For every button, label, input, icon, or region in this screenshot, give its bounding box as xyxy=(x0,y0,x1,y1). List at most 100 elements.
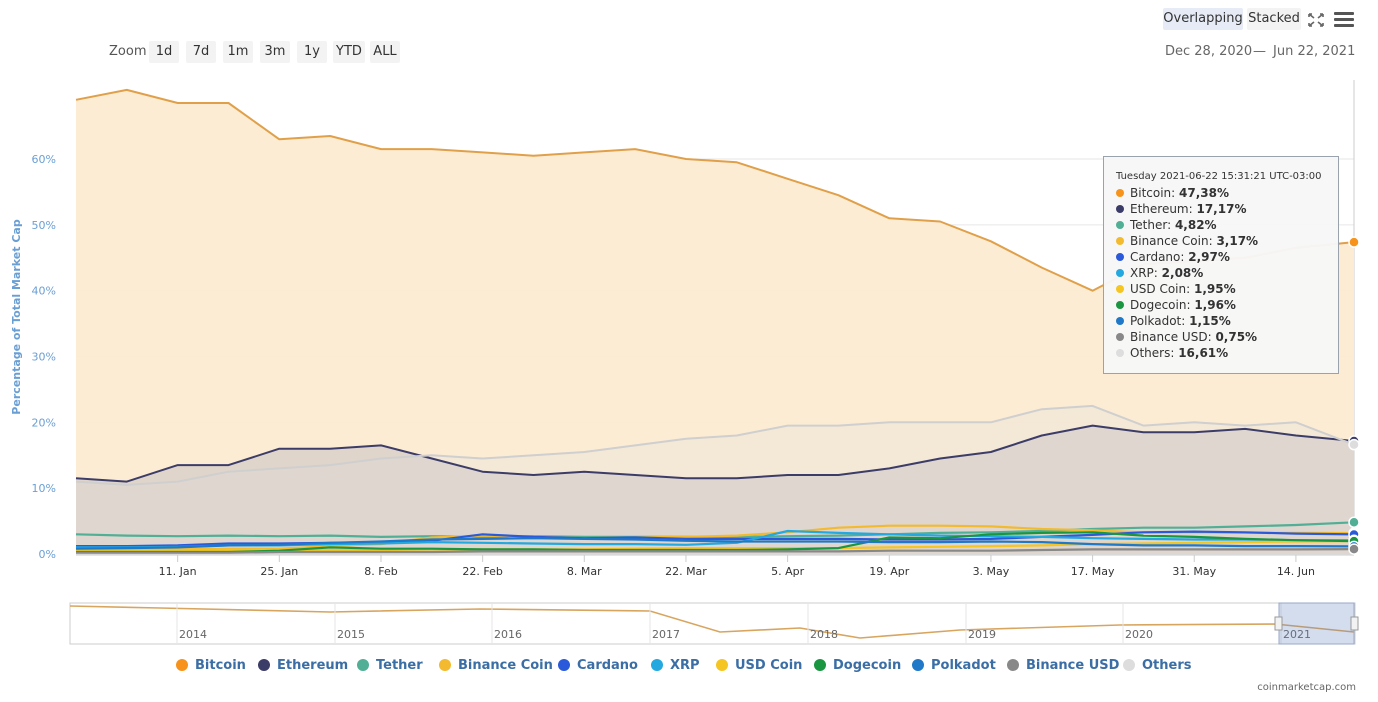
zoom-all-button[interactable]: ALL xyxy=(370,41,400,63)
x-tick-label: 22. Feb xyxy=(462,565,502,578)
x-tick-label: 17. May xyxy=(1071,565,1115,578)
navigator-selection[interactable] xyxy=(1278,602,1355,645)
series-area-others xyxy=(76,405,1354,554)
navigator-year-label: 2015 xyxy=(337,628,365,641)
legend-dot xyxy=(716,659,728,671)
legend-dot xyxy=(558,659,570,671)
legend-item-binance-usd[interactable]: Binance USD xyxy=(1007,656,1119,676)
tooltip-row: Others: 16,61% xyxy=(1116,345,1326,361)
range-to[interactable]: Jun 22, 2021 xyxy=(1273,44,1356,59)
tooltip-dot xyxy=(1116,205,1124,213)
tooltip-series-value: 47,38% xyxy=(1179,186,1229,200)
legend-item-ethereum[interactable]: Ethereum xyxy=(258,656,348,676)
navigator-handle-left[interactable] xyxy=(1274,616,1283,631)
tooltip-row: Polkadot: 1,15% xyxy=(1116,313,1326,329)
tooltip-header: Tuesday 2021-06-22 15:31:21 UTC-03:00 xyxy=(1116,171,1322,182)
tooltip-dot xyxy=(1116,189,1124,197)
zoom-1d-button[interactable]: 1d xyxy=(149,41,179,63)
tooltip-series-value: 1,96% xyxy=(1194,298,1236,312)
legend-dot xyxy=(176,659,188,671)
tooltip-row: Binance USD: 0,75% xyxy=(1116,329,1326,345)
navigator-year-label: 2021 xyxy=(1283,628,1311,641)
x-tick-label: 8. Feb xyxy=(364,565,397,578)
tooltip-series-value: 0,75% xyxy=(1215,330,1258,344)
tooltip-series-value: 3,17% xyxy=(1216,234,1259,248)
legend-dot xyxy=(357,659,369,671)
x-tick-label: 31. May xyxy=(1172,565,1216,578)
tooltip-series-value: 1,15% xyxy=(1189,314,1231,328)
range-from[interactable]: Dec 28, 2020 xyxy=(1165,44,1253,59)
expand-icon[interactable] xyxy=(1307,12,1325,28)
hamburger-menu-icon[interactable] xyxy=(1334,12,1354,28)
navigator-frame xyxy=(69,602,1356,645)
navigator-series xyxy=(69,605,1355,639)
legend-item-cardano[interactable]: Cardano xyxy=(558,656,638,676)
tooltip-dot xyxy=(1116,349,1124,357)
x-tick-label: 11. Jan xyxy=(159,565,197,578)
tooltip-series-name: Bitcoin xyxy=(1130,186,1172,200)
overlapping-button[interactable]: Overlapping xyxy=(1163,8,1243,30)
range-separator: — xyxy=(1253,44,1266,59)
zoom-1y-button[interactable]: 1y xyxy=(297,41,327,63)
navigator-handle-right[interactable] xyxy=(1350,616,1359,631)
navigator-year-label: 2020 xyxy=(1125,628,1153,641)
zoom-label: Zoom xyxy=(109,44,147,59)
y-tick-label: 20% xyxy=(32,416,56,429)
series-line-others[interactable] xyxy=(75,404,1355,486)
navigator-year-label: 2017 xyxy=(652,628,680,641)
legend-dot xyxy=(651,659,663,671)
series-endpoint-tether xyxy=(1348,516,1360,529)
legend-item-dogecoin[interactable]: Dogecoin xyxy=(814,656,901,676)
tooltip-series-name: XRP xyxy=(1130,266,1154,280)
x-tick-label: 14. Jun xyxy=(1277,565,1315,578)
legend-dot xyxy=(439,659,451,671)
tooltip-series-name: Others xyxy=(1130,346,1171,360)
zoom-7d-button[interactable]: 7d xyxy=(186,41,216,63)
tooltip-row: XRP: 2,08% xyxy=(1116,265,1326,281)
tooltip-series-value: 1,95% xyxy=(1193,282,1236,296)
legend-dot xyxy=(814,659,826,671)
legend-item-others[interactable]: Others xyxy=(1123,656,1192,676)
zoom-3m-button[interactable]: 3m xyxy=(260,41,290,63)
x-tick-label: 5. Apr xyxy=(771,565,804,578)
legend-item-usd-coin[interactable]: USD Coin xyxy=(716,656,802,676)
stacked-button[interactable]: Stacked xyxy=(1247,8,1301,30)
legend-dot xyxy=(1123,659,1135,671)
series-line-binance-usd[interactable] xyxy=(76,548,1355,554)
series-line-polkadot[interactable] xyxy=(75,537,1355,550)
legend-dot xyxy=(258,659,270,671)
tooltip-dot xyxy=(1116,333,1124,341)
tooltip: Tuesday 2021-06-22 15:31:21 UTC-03:00 Bi… xyxy=(1103,156,1339,374)
legend-item-xrp[interactable]: XRP xyxy=(651,656,700,676)
tooltip-series-name: Ethereum xyxy=(1130,202,1189,216)
tooltip-dot xyxy=(1116,317,1124,325)
tooltip-row: USD Coin: 1,95% xyxy=(1116,281,1326,297)
tooltip-dot xyxy=(1116,237,1124,245)
tooltip-row: Cardano: 2,97% xyxy=(1116,249,1326,265)
x-tick-label: 22. Mar xyxy=(665,565,707,578)
series-endpoint-binance-usd xyxy=(1348,543,1360,555)
tooltip-series-value: 16,61% xyxy=(1178,346,1229,360)
legend-item-binance-coin[interactable]: Binance Coin xyxy=(439,656,553,676)
tooltip-series-name: Tether xyxy=(1130,218,1168,232)
series-endpoint-others xyxy=(1348,438,1360,451)
tooltip-dot xyxy=(1116,269,1124,277)
credit-link[interactable]: coinmarketcap.com xyxy=(1257,682,1356,693)
tooltip-row: Tether: 4,82% xyxy=(1116,217,1326,233)
y-tick-label: 10% xyxy=(32,482,56,495)
navigator-year-label: 2014 xyxy=(179,628,207,641)
legend-item-bitcoin[interactable]: Bitcoin xyxy=(176,656,246,676)
tooltip-dot xyxy=(1116,253,1124,261)
series-line-dogecoin[interactable] xyxy=(76,531,1355,554)
zoom-ytd-button[interactable]: YTD xyxy=(333,41,365,63)
legend-item-tether[interactable]: Tether xyxy=(357,656,423,676)
zoom-1m-button[interactable]: 1m xyxy=(223,41,253,63)
tooltip-row: Bitcoin: 47,38% xyxy=(1116,185,1326,201)
series-line-ethereum[interactable] xyxy=(75,424,1355,483)
x-tick-label: 8. Mar xyxy=(567,565,602,578)
tooltip-series-name: Polkadot xyxy=(1130,314,1182,328)
tooltip-dot xyxy=(1116,285,1124,293)
legend-item-polkadot[interactable]: Polkadot xyxy=(912,656,996,676)
y-tick-label: 0% xyxy=(39,548,56,561)
